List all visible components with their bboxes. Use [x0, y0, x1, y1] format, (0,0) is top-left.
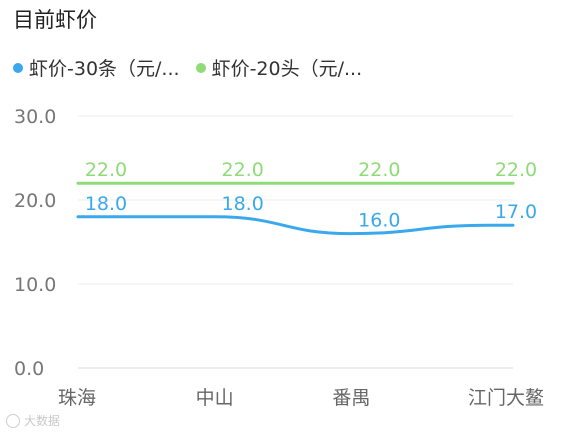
y-tick-label: 10.0 — [14, 274, 56, 296]
legend-label-series-2: 虾价-20头（元/... — [211, 58, 363, 80]
data-label: 22.0 — [495, 159, 537, 181]
series-lines — [76, 181, 515, 236]
grid-lines — [78, 115, 513, 369]
chart-title: 目前虾价 — [13, 8, 97, 32]
data-label: 22.0 — [85, 159, 127, 181]
chart-legend: 虾价-30条（元/... 虾价-20头（元/... — [13, 54, 362, 81]
legend-item-series-1[interactable]: 虾价-30条（元/... — [13, 54, 180, 81]
x-tick-label: 中山 — [196, 387, 234, 409]
data-label: 18.0 — [222, 193, 264, 215]
x-tick-label: 江门大鳌 — [468, 387, 544, 409]
x-axis-ticks: 珠海 中山 番禺 江门大鳌 — [58, 387, 544, 409]
data-label: 16.0 — [358, 210, 400, 232]
data-label: 22.0 — [358, 159, 400, 181]
x-tick-label: 珠海 — [58, 387, 96, 409]
watermark-icon — [6, 413, 20, 428]
data-label: 18.0 — [85, 193, 127, 215]
legend-marker-series-1 — [13, 62, 23, 73]
x-tick-label: 番禺 — [332, 387, 370, 409]
data-label: 22.0 — [222, 159, 264, 181]
legend-item-series-2[interactable]: 虾价-20头（元/... — [195, 54, 363, 81]
watermark-footer: 大数据 — [6, 412, 60, 429]
y-axis-ticks: 30.0 20.0 10.0 0.0 — [14, 106, 56, 380]
series-line-1[interactable] — [76, 215, 515, 236]
y-tick-label: 30.0 — [14, 106, 56, 128]
y-tick-label: 0.0 — [14, 358, 44, 380]
legend-label-series-1: 虾价-30条（元/... — [29, 58, 180, 80]
legend-marker-series-2 — [195, 62, 206, 73]
y-tick-label: 20.0 — [14, 190, 56, 212]
footer-text: 大数据 — [24, 414, 61, 428]
data-label: 17.0 — [495, 201, 537, 223]
data-labels: 18.0 18.0 16.0 17.0 22.0 22.0 22.0 22.0 — [85, 159, 537, 231]
